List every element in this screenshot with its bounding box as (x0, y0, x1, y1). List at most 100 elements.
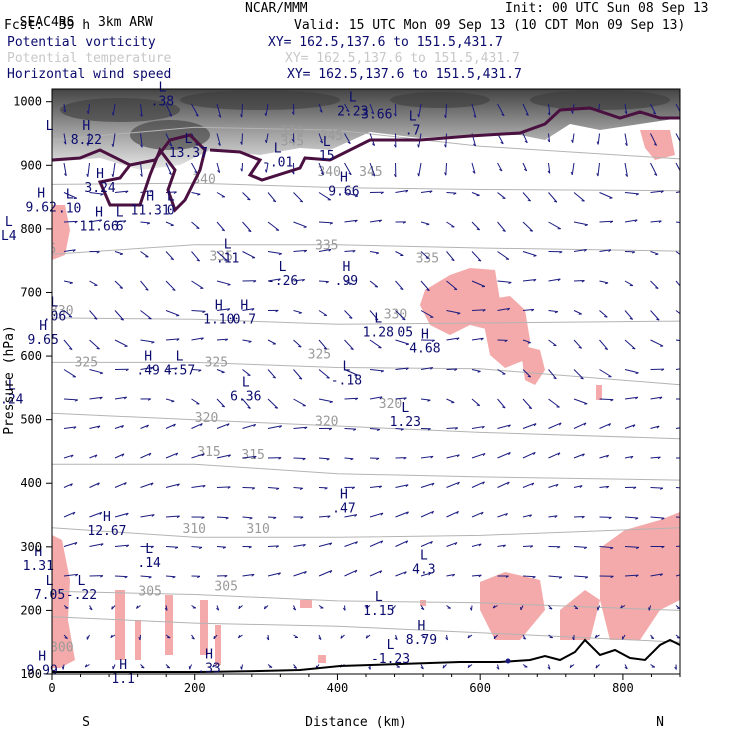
wind-vector (114, 396, 127, 400)
wind-vector (216, 338, 228, 341)
wind-vector (369, 396, 383, 400)
wind-vector-head (323, 347, 327, 350)
wind-vector (369, 219, 382, 223)
wind-vector-head (531, 482, 535, 486)
wind-vector-head (523, 168, 527, 172)
wind-vector-head (175, 546, 179, 549)
theta-label: 310 (246, 522, 269, 537)
wind-vector-head (380, 512, 384, 516)
wind-vector-head (596, 607, 599, 611)
wind-vector (165, 483, 180, 488)
wind-vector-head (380, 191, 384, 195)
wind-vector-head (426, 223, 430, 226)
wind-vector-head (94, 454, 98, 458)
wind-vector-head (610, 547, 614, 550)
wind-vector-head (581, 280, 585, 283)
wind-vector (191, 162, 198, 174)
pv-extremum-marker: L (46, 119, 54, 134)
wind-vector (624, 103, 628, 114)
wind-vector-head (372, 173, 376, 177)
wind-vector (446, 251, 455, 261)
y-tick-label: 900 (20, 158, 42, 172)
wind-vector-head (453, 288, 458, 291)
wind-vector (191, 423, 203, 429)
wind-vector-head (594, 634, 598, 638)
wind-vector (318, 103, 323, 113)
pv-extremum-value: 1.23 (390, 415, 421, 430)
wind-vector (369, 512, 384, 518)
wind-vector-head (176, 483, 180, 487)
wind-vector-head (201, 516, 205, 520)
wind-vector (165, 338, 180, 341)
wind-vector-head (298, 377, 303, 380)
pv-extremum-value: 1.10 (203, 312, 234, 327)
wind-vector (497, 481, 510, 488)
wind-vector-head (195, 143, 199, 146)
wind-vector (675, 191, 680, 193)
wind-vector-head (482, 481, 485, 485)
wind-vector-head (224, 575, 228, 578)
wind-vector (395, 189, 409, 193)
wind-vector-head (64, 637, 68, 640)
wind-vector-head (175, 452, 179, 456)
wind-vector-head (176, 515, 180, 519)
wind-vector (63, 192, 77, 199)
wind-vector-head (146, 222, 151, 225)
wind-vector-head (431, 510, 435, 514)
wind-vector (318, 570, 333, 577)
wind-vector-head (324, 487, 328, 490)
pv-extremum-value: L4 (1, 229, 17, 244)
wind-vector-head (176, 338, 180, 341)
wind-vector (675, 221, 680, 223)
wind-vector-head (304, 571, 307, 575)
wind-vector (369, 280, 379, 288)
wind-vector (112, 103, 116, 116)
wind-vector (675, 133, 680, 143)
wind-vector-head (652, 112, 656, 115)
wind-vector-head (403, 397, 407, 400)
wind-vector (395, 484, 409, 488)
pv-extremum-marker: L (224, 238, 232, 253)
pv-extremum-value: .33 (197, 662, 220, 677)
wind-vector (548, 398, 560, 408)
wind-vector-head (299, 487, 304, 490)
wind-vector (522, 192, 532, 202)
wind-vector (63, 162, 67, 176)
wind-vector-head (478, 543, 482, 547)
wind-vector-head (240, 168, 243, 172)
wind-vector (573, 453, 585, 459)
wind-vector-head (687, 489, 690, 490)
wind-vector-head (251, 573, 255, 577)
wind-vector-head (224, 338, 229, 342)
pv-extremum-value: 8.22 (71, 133, 102, 148)
wind-vector (267, 339, 276, 345)
pv-extremum-value: 4.68 (409, 341, 440, 356)
wind-vector (242, 398, 251, 409)
wind-vector-head (533, 279, 537, 282)
wind-vector-head (445, 637, 448, 641)
wind-vector (369, 369, 384, 372)
wind-vector-head (557, 452, 561, 456)
wind-vector-head (298, 312, 302, 314)
pv-extremum-value: -.18 (331, 373, 362, 388)
wind-vector (624, 133, 628, 146)
pv-extremum-marker: L (5, 215, 13, 230)
wind-vector (420, 221, 430, 225)
wind-vector (497, 544, 506, 547)
wind-vector-head (572, 637, 575, 641)
wind-vector-head (253, 280, 257, 283)
wind-vector (63, 249, 76, 252)
wind-vector (573, 485, 583, 488)
wind-vector (420, 510, 434, 518)
wind-vector (63, 573, 78, 577)
wind-vector (63, 133, 67, 145)
wind-vector-head (596, 141, 599, 145)
wind-vector (445, 162, 447, 176)
wind-vector-head (277, 278, 281, 282)
pv-extremum-marker: H (418, 619, 426, 634)
wind-vector (420, 310, 434, 318)
wind-vector (140, 452, 152, 459)
wind-vector-head (170, 258, 174, 261)
pv-extremum-value: 6 (116, 220, 124, 235)
wind-vector-head (635, 517, 639, 520)
